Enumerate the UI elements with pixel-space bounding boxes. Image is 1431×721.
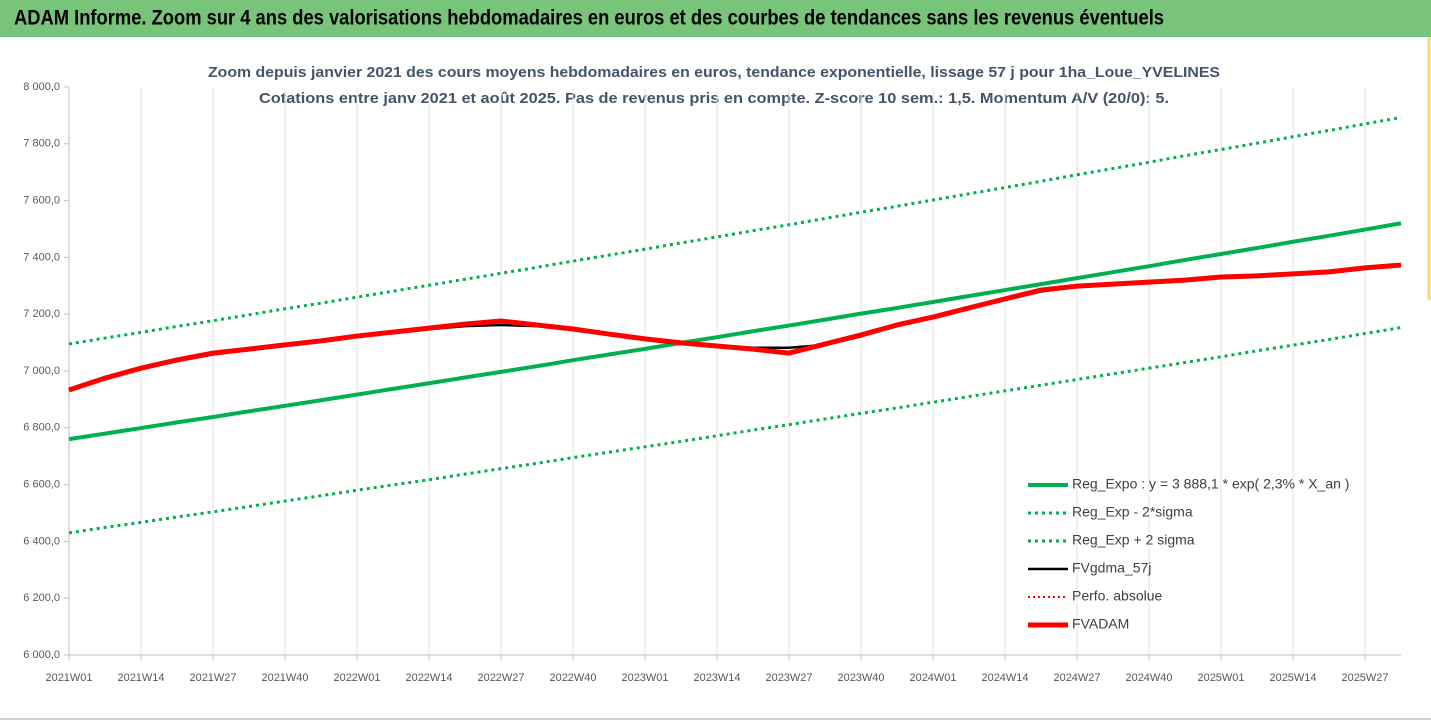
x-tick-label: 2022W01 — [333, 672, 380, 684]
legend-label: Reg_Expo : y = 3 888,1 * exp( 2,3% * X_a… — [1072, 476, 1349, 492]
series-line — [68, 262, 1402, 393]
x-tick-label: 2025W01 — [1197, 672, 1244, 684]
x-tick-label: 2024W40 — [1125, 672, 1172, 684]
x-tick-label: 2023W01 — [621, 672, 668, 684]
x-tick-label: 2023W40 — [837, 672, 884, 684]
y-tick-label: 7 000,0 — [23, 365, 60, 377]
y-tick-label: 7 200,0 — [23, 308, 60, 320]
y-tick-label: 6 600,0 — [23, 479, 60, 491]
y-tick-label: 7 600,0 — [23, 195, 60, 207]
legend-label: Reg_Exp - 2*sigma — [1072, 504, 1193, 520]
legend-label: FVADAM — [1072, 616, 1129, 632]
series-line — [68, 221, 1402, 442]
chart-subtitle: Cotations entre janv 2021 et août 2025. … — [259, 90, 1169, 107]
x-tick-label: 2021W27 — [189, 672, 236, 684]
legend-label: Perfo. absolue — [1072, 588, 1162, 604]
x-tick-label: 2024W14 — [981, 672, 1028, 684]
y-tick-label: 8 000,0 — [23, 81, 60, 93]
series-line — [68, 326, 1402, 535]
x-tick-label: 2022W27 — [477, 672, 524, 684]
x-tick-label: 2021W14 — [117, 672, 164, 684]
y-tick-label: 6 400,0 — [23, 535, 60, 547]
x-tick-label: 2021W01 — [45, 672, 92, 684]
series-line — [68, 115, 1402, 346]
y-tick-label: 6 200,0 — [23, 592, 60, 604]
series-line — [68, 264, 1402, 391]
x-tick-label: 2021W40 — [261, 672, 308, 684]
legend-label: FVgdma_57j — [1072, 560, 1151, 576]
x-tick-label: 2022W40 — [549, 672, 596, 684]
x-tick-label: 2025W14 — [1269, 672, 1316, 684]
chart-title: Zoom depuis janvier 2021 des cours moyen… — [208, 64, 1220, 81]
y-tick-label: 6 000,0 — [23, 649, 60, 661]
y-tick-label: 7 800,0 — [23, 138, 60, 150]
x-tick-label: 2023W14 — [693, 672, 740, 684]
x-tick-label: 2025W27 — [1341, 672, 1388, 684]
header-bar — [0, 0, 1431, 37]
header-title: ADAM Informe. Zoom sur 4 ans des valoris… — [14, 7, 1164, 30]
x-tick-label: 2024W01 — [909, 672, 956, 684]
y-tick-label: 7 400,0 — [23, 251, 60, 263]
x-tick-label: 2023W27 — [765, 672, 812, 684]
legend-label: Reg_Exp + 2 sigma — [1072, 532, 1195, 548]
series-line — [68, 263, 1402, 392]
y-tick-label: 6 800,0 — [23, 422, 60, 434]
x-tick-label: 2022W14 — [405, 672, 452, 684]
x-tick-label: 2024W27 — [1053, 672, 1100, 684]
